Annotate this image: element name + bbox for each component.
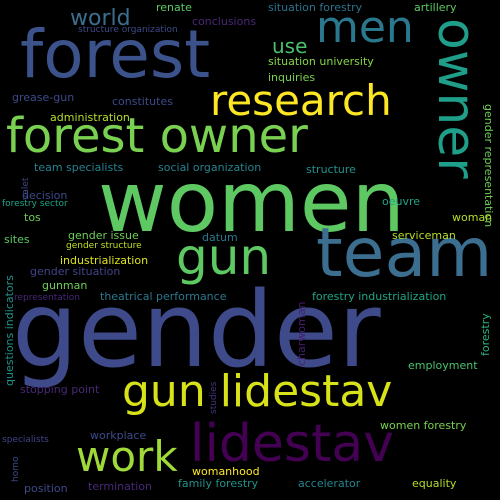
word-forestry-sector: forestry sector: [2, 199, 68, 209]
word-conclusions: conclusions: [192, 15, 257, 28]
word-representation: representation: [14, 293, 81, 303]
word-woman: woman: [452, 211, 493, 224]
word-structure: structure: [306, 163, 356, 176]
word-termination: termination: [88, 480, 152, 493]
word-gender-representation: gender representation: [482, 104, 495, 228]
word-forestry-industrialization: forestry industrialization: [312, 290, 447, 303]
word-lidestav: lidestav: [190, 414, 395, 474]
word-social-organization: social organization: [158, 161, 262, 174]
word-renate: renate: [156, 1, 192, 14]
word-charwoman: charwoman: [295, 301, 308, 366]
word-theatrical-performance: theatrical performance: [100, 290, 227, 303]
word-forest-owner: forest owner: [6, 108, 308, 164]
word-use: use: [272, 34, 308, 58]
word-gender-situation: gender situation: [30, 265, 121, 278]
word-serviceman: serviceman: [392, 229, 456, 242]
word-datum: datum: [202, 231, 238, 244]
word-team: team: [316, 214, 493, 293]
word-tos: tos: [24, 211, 41, 224]
word-situation-university: situation university: [268, 55, 374, 68]
word-accelerator: accelerator: [298, 477, 361, 490]
word-gun: gun: [176, 228, 272, 286]
word-questions-indicators: questions indicators: [3, 275, 16, 386]
word-research: research: [210, 76, 392, 125]
word-homo: homo: [11, 456, 21, 482]
word-oeuvre: oeuvre: [382, 195, 421, 208]
word-structure-organization: structure organization: [78, 25, 178, 35]
word-specialists: specialists: [2, 435, 49, 445]
word-industrialization: industrialization: [60, 254, 149, 267]
word-team-specialists: team specialists: [34, 161, 124, 174]
word-situation-forestry: situation forestry: [268, 1, 363, 14]
word-artillery: artillery: [414, 1, 457, 14]
word-forest: forest: [20, 16, 211, 93]
word-owner: owner: [426, 18, 486, 179]
word-women-forestry: women forestry: [380, 419, 467, 432]
word-forestry: forestry: [479, 313, 492, 356]
word-employment: employment: [408, 359, 478, 372]
word-gun-lidestav: gun lidestav: [122, 366, 393, 417]
word-gender: gender: [12, 269, 381, 391]
word-decision: decision: [22, 189, 68, 202]
word-equality: equality: [412, 477, 457, 490]
word-world: world: [70, 6, 131, 31]
word-gender-structure: gender structure: [66, 241, 142, 251]
word-position: position: [24, 482, 68, 495]
word-administration: administration: [50, 111, 130, 124]
word-studies: studies: [209, 381, 219, 414]
word-men: men: [316, 2, 414, 53]
word-grease-gun: grease-gun: [12, 91, 75, 104]
word-family-forestry: family forestry: [178, 477, 259, 490]
word-inquiries: inquiries: [268, 71, 316, 84]
word-women: women: [98, 153, 405, 251]
word-work: work: [76, 432, 178, 481]
word-workplace: workplace: [90, 429, 147, 442]
word-sites: sites: [4, 233, 30, 246]
word-gender-issue: gender issue: [68, 229, 139, 242]
word-womanhood: womanhood: [192, 465, 260, 478]
word-gunman: gunman: [42, 279, 88, 292]
word-stopping-point: stopping point: [20, 383, 100, 396]
word-constitutes: constitutes: [112, 95, 173, 108]
